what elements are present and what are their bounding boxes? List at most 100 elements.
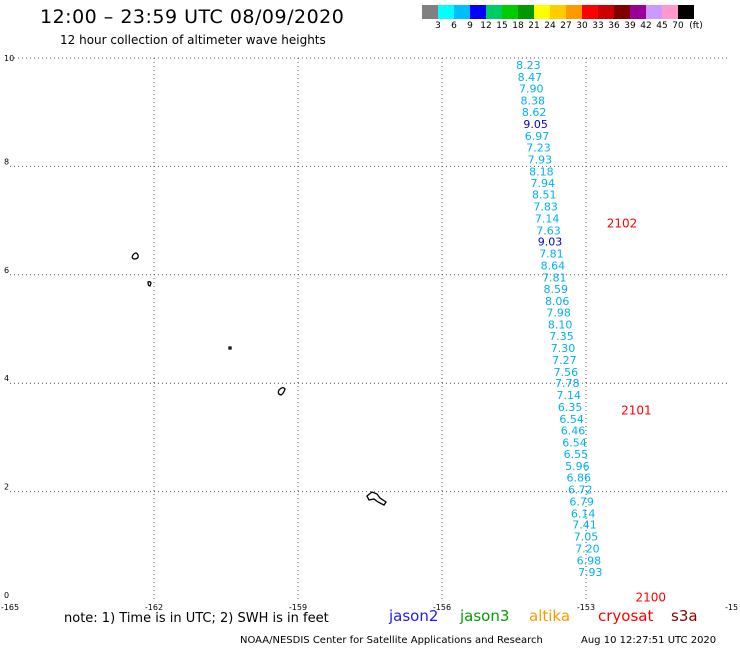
swh-value-label: 6.72 <box>568 483 593 496</box>
scale-swatch <box>662 5 678 19</box>
scale-label: 21 <box>528 21 540 31</box>
x-tick-label: -15 <box>725 603 738 612</box>
scale-swatch <box>534 5 550 19</box>
island-outline <box>366 491 387 506</box>
swh-value-label: 7.27 <box>552 354 577 367</box>
x-tick-label: -153 <box>577 603 595 612</box>
y-tick-label: 2 <box>4 483 9 492</box>
y-tick-label: 4 <box>4 374 9 383</box>
island-outline <box>277 387 286 396</box>
swh-value-label: 7.56 <box>554 366 579 379</box>
swh-value-label: 8.18 <box>529 165 554 178</box>
swh-value-label: 8.23 <box>516 59 541 72</box>
swh-value-label: 9.05 <box>523 118 548 131</box>
swh-value-label: 7.14 <box>556 389 581 402</box>
scale-swatch <box>678 5 694 19</box>
chart-title: 12:00 – 23:59 UTC 08/09/2020 <box>40 6 345 28</box>
swh-value-label: 7.83 <box>533 201 558 214</box>
swh-value-label: 6.46 <box>561 424 586 437</box>
swh-value-label: 6.14 <box>571 507 596 520</box>
scale-label: 30 <box>576 21 588 31</box>
swh-value-label: 7.14 <box>535 212 560 225</box>
swh-value-label: 9.03 <box>538 236 563 249</box>
x-tick-label: -165 <box>1 603 19 612</box>
swh-value-label: 7.78 <box>555 377 580 390</box>
generated-timestamp: Aug 10 12:27:51 UTC 2020 <box>581 635 717 646</box>
color-scale <box>422 5 694 19</box>
color-scale-labels: 3 6 9 12 15 18 21 24 27 30 33 36 39 42 45 70 (ft) <box>422 21 740 33</box>
y-tick-label: 10 <box>4 54 14 63</box>
swh-value-label: 6.79 <box>569 495 594 508</box>
time-label: 2102 <box>607 216 638 230</box>
scale-swatch <box>566 5 582 19</box>
swh-value-label: 7.20 <box>575 543 600 556</box>
swh-value-label: 6.98 <box>577 554 602 567</box>
swh-value-label: 6.35 <box>558 401 583 414</box>
legend-altika: altika <box>529 607 571 625</box>
scale-label: 6 <box>451 21 457 31</box>
swh-value-label: 7.63 <box>536 224 561 237</box>
scale-label: (ft) <box>689 21 703 31</box>
y-tick-label: 6 <box>4 266 9 275</box>
scale-swatch <box>518 5 534 19</box>
swh-value-label: 8.62 <box>522 106 547 119</box>
legend-jason3: jason3 <box>460 607 510 625</box>
y-tick-label: 0 <box>4 591 9 600</box>
island-outline <box>228 346 232 350</box>
swh-value-label: 5.96 <box>565 460 590 473</box>
swh-value-label: 7.93 <box>578 566 603 579</box>
swh-value-label: 7.30 <box>551 342 576 355</box>
legend-cryosat: cryosat <box>598 607 654 625</box>
scale-swatch <box>454 5 470 19</box>
swh-value-label: 8.51 <box>532 189 557 202</box>
scale-swatch <box>470 5 486 19</box>
legend-s3a: s3a <box>671 607 698 625</box>
time-label: 2101 <box>621 403 652 417</box>
scale-swatch <box>614 5 630 19</box>
scale-label: 9 <box>467 21 473 31</box>
swh-value-label: 7.41 <box>572 519 597 532</box>
swh-value-label: 7.35 <box>549 330 574 343</box>
swh-value-label: 7.98 <box>546 307 571 320</box>
scale-label: 12 <box>480 21 492 31</box>
scale-label: 45 <box>656 21 668 31</box>
scale-swatch <box>486 5 502 19</box>
swh-value-label: 7.94 <box>531 177 556 190</box>
swh-value-label: 7.81 <box>542 272 567 285</box>
scale-swatch <box>550 5 566 19</box>
swh-value-label: 8.10 <box>548 319 573 332</box>
scale-label: 18 <box>512 21 524 31</box>
time-label: 2100 <box>636 590 667 604</box>
swh-value-label: 7.81 <box>539 248 564 261</box>
swh-value-label: 8.59 <box>544 283 569 296</box>
scale-swatch <box>502 5 518 19</box>
swh-value-label: 8.06 <box>545 295 570 308</box>
scale-swatch <box>422 5 438 19</box>
island-outline <box>147 281 152 287</box>
scale-label: 33 <box>592 21 604 31</box>
swh-value-label: 6.97 <box>525 130 550 143</box>
scale-swatch <box>582 5 598 19</box>
scale-swatch <box>598 5 614 19</box>
swh-value-label: 7.05 <box>574 531 599 544</box>
scale-label: 36 <box>608 21 620 31</box>
y-tick-label: 8 <box>4 157 9 166</box>
scale-swatch <box>438 5 454 19</box>
credit-text: NOAA/NESDIS Center for Satellite Applica… <box>240 635 543 646</box>
island-outline <box>131 252 139 260</box>
scale-label: 42 <box>640 21 652 31</box>
scale-label: 15 <box>496 21 508 31</box>
scale-swatch <box>646 5 662 19</box>
x-tick-label: -156 <box>433 603 451 612</box>
swh-value-label: 8.38 <box>520 94 545 107</box>
swh-value-label: 7.23 <box>526 141 551 154</box>
footnote: note: 1) Time is in UTC; 2) SWH is in fe… <box>64 611 329 626</box>
scale-label: 24 <box>544 21 556 31</box>
swh-value-label: 8.64 <box>541 260 566 273</box>
scale-label: 27 <box>560 21 572 31</box>
legend-jason2: jason2 <box>389 607 439 625</box>
scale-label: 70 <box>672 21 684 31</box>
swh-value-label: 7.90 <box>519 82 544 95</box>
swh-value-label: 7.93 <box>528 153 553 166</box>
